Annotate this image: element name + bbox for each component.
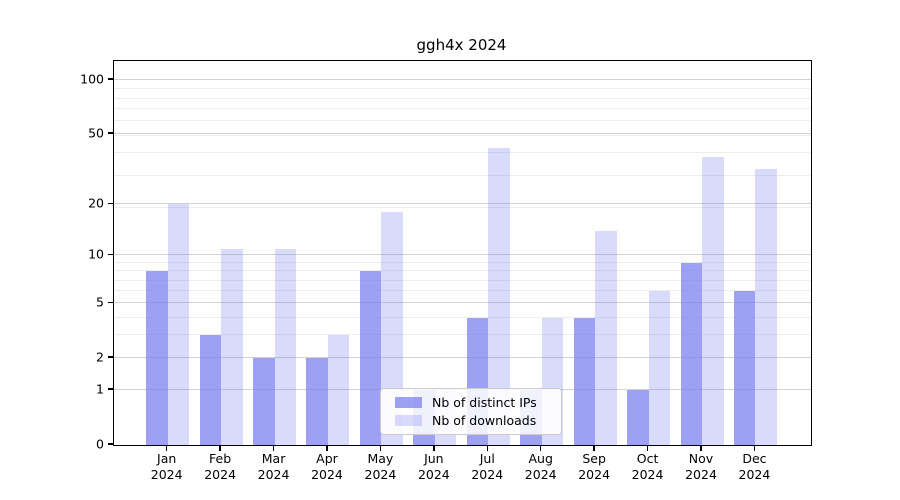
x-tick-label-jan: Jan 2024 — [150, 451, 183, 482]
x-tick-mark-jun — [433, 446, 435, 451]
x-tick-mark-jan — [165, 446, 168, 451]
gridline-minor — [114, 88, 811, 90]
legend-row-downloads: Nb of downloads — [395, 413, 551, 428]
gridline-minor — [114, 108, 811, 110]
gridline-minor — [114, 175, 811, 177]
x-tick-label-aug: Aug 2024 — [524, 451, 557, 482]
y-tick-label-0: 0 — [96, 436, 104, 452]
gridline-minor — [114, 279, 811, 281]
y-tick-label-10: 10 — [88, 246, 104, 262]
x-tick-mark-nov — [700, 446, 702, 451]
y-tick-mark-50 — [108, 132, 113, 134]
x-tick-mark-feb — [219, 446, 221, 451]
y-tick-mark-0 — [108, 443, 113, 445]
y-tick-mark-100 — [108, 78, 113, 80]
bar-downloads-feb-2024 — [221, 248, 243, 445]
x-tick-mark-jul — [486, 446, 489, 451]
bar-ips-apr-2024 — [306, 358, 328, 445]
x-tick-label-feb: Feb 2024 — [204, 451, 237, 482]
bar-ips-feb-2024 — [199, 335, 222, 445]
bar-ips-jan-2024 — [146, 271, 168, 445]
x-tick-label-may: May 2024 — [364, 451, 397, 482]
x-tick-label-mar: Mar 2024 — [257, 451, 290, 482]
chart-title: ggh4x 2024 — [416, 36, 507, 54]
y-tick-mark-1 — [108, 388, 113, 390]
y-tick-label-1: 1 — [96, 381, 104, 397]
gridline-minor — [114, 152, 811, 154]
x-tick-label-jun: Jun 2024 — [417, 451, 450, 482]
bar-downloads-jul-2024 — [488, 147, 510, 445]
bar-downloads-oct-2024 — [648, 291, 671, 445]
x-tick-label-oct: Oct 2024 — [631, 451, 664, 482]
gridline-minor — [114, 270, 811, 272]
gridline-major-10 — [114, 254, 811, 256]
gridline-major-50 — [114, 133, 811, 135]
gridline-minor — [114, 97, 811, 99]
gridline-major-20 — [114, 203, 811, 205]
gridline-minor — [114, 207, 811, 209]
y-tick-label-5: 5 — [96, 294, 104, 310]
bar-ips-mar-2024 — [253, 358, 275, 445]
x-tick-label-apr: Apr 2024 — [311, 451, 343, 482]
y-tick-label-100: 100 — [80, 71, 104, 87]
bar-downloads-sep-2024 — [595, 230, 617, 445]
x-tick-mark-may — [379, 446, 382, 451]
legend: Nb of distinct IPs Nb of downloads — [380, 388, 562, 435]
y-tick-label-50: 50 — [88, 125, 104, 141]
y-tick-mark-2 — [108, 356, 113, 358]
x-tick-mark-apr — [326, 446, 328, 451]
gridline-minor — [114, 262, 811, 263]
y-tick-mark-5 — [108, 301, 113, 304]
gridline-minor — [114, 134, 811, 136]
x-tick-label-nov: Nov 2024 — [685, 451, 717, 482]
legend-label-downloads: Nb of downloads — [432, 413, 537, 428]
legend-label-ips: Nb of distinct IPs — [432, 395, 537, 410]
bar-downloads-apr-2024 — [327, 335, 350, 445]
gridline-minor — [114, 334, 811, 336]
gridline-major-5 — [114, 302, 811, 304]
x-tick-label-sep: Sep 2024 — [578, 451, 611, 482]
bar-downloads-jan-2024 — [167, 204, 190, 445]
bar-downloads-dec-2024 — [755, 168, 777, 445]
x-tick-mark-mar — [272, 446, 275, 451]
y-tick-label-2: 2 — [96, 349, 104, 365]
x-tick-mark-sep — [593, 446, 595, 451]
x-tick-mark-dec — [753, 446, 756, 451]
x-tick-mark-oct — [646, 446, 649, 451]
plot-area — [113, 60, 812, 446]
gridline-major-100 — [114, 79, 811, 81]
y-tick-mark-20 — [108, 202, 113, 205]
bar-downloads-mar-2024 — [274, 248, 297, 445]
legend-patch-downloads-icon — [395, 415, 422, 426]
bar-ips-oct-2024 — [627, 390, 649, 445]
x-tick-label-jul: Jul 2024 — [471, 451, 504, 482]
legend-row-ips: Nb of distinct IPs — [395, 395, 551, 410]
bar-downloads-nov-2024 — [702, 157, 724, 445]
bar-ips-nov-2024 — [680, 263, 702, 445]
x-tick-label-dec: Dec 2024 — [738, 451, 771, 482]
gridline-minor — [114, 316, 811, 318]
legend-patch-ips-icon — [395, 397, 422, 408]
y-tick-label-20: 20 — [88, 195, 104, 211]
gridline-minor — [114, 120, 811, 122]
bar-ips-sep-2024 — [573, 317, 596, 445]
gridline-minor — [114, 290, 811, 292]
y-tick-mark-10 — [108, 253, 113, 256]
bar-downloads-may-2024 — [381, 212, 403, 445]
x-tick-mark-aug — [539, 446, 542, 451]
bar-ips-may-2024 — [359, 271, 382, 445]
gridline-major-2 — [114, 357, 811, 359]
bar-ips-dec-2024 — [733, 291, 756, 445]
